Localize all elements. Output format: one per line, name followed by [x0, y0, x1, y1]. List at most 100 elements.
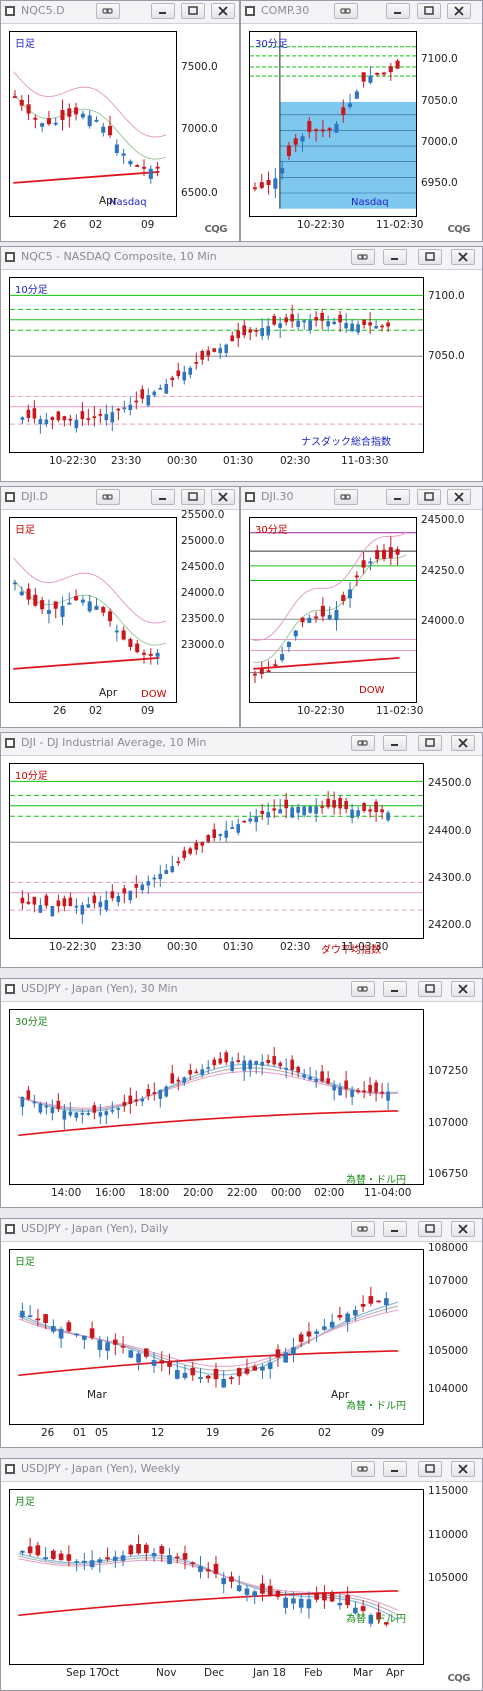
candle-body [206, 350, 211, 356]
close-button[interactable] [451, 981, 475, 997]
window-title-bar[interactable]: USDJPY - Japan (Yen), Weekly [1, 1459, 482, 1482]
time-axis-label: 23:30 [111, 455, 142, 467]
window-title-bar[interactable]: COMP.30 [241, 1, 482, 24]
minimize-button[interactable] [151, 489, 175, 505]
candle-body [105, 1557, 110, 1560]
close-icon [458, 1224, 468, 1234]
time-axis-label: 09 [141, 705, 155, 717]
link-button[interactable] [351, 249, 375, 265]
link-button[interactable] [351, 1461, 375, 1477]
window-title-bar[interactable]: USDJPY - Japan (Yen), Daily [1, 1219, 482, 1242]
candle-body [386, 322, 390, 327]
minimize-button[interactable] [383, 1221, 407, 1237]
link-button[interactable] [334, 489, 358, 505]
window-title-bar[interactable]: NQC5.D [1, 1, 239, 24]
close-button[interactable] [451, 249, 475, 265]
chart-window-comp-30[interactable]: COMP.30 30分足 Nasdaq 7100.0 7050.0 7000.0 6950.… [240, 0, 483, 242]
minimize-button[interactable] [386, 489, 410, 505]
time-axis-label: 20:00 [183, 1187, 214, 1199]
plot-area[interactable] [9, 31, 177, 217]
link-button[interactable] [351, 981, 375, 997]
candle-body [306, 1599, 312, 1609]
close-button[interactable] [211, 489, 235, 505]
link-button[interactable] [351, 1221, 375, 1237]
chart-window-dji-30[interactable]: DJI.30 30分足 DOW 24500.0 24250.0 24000.0 10-22:… [240, 486, 483, 728]
plot-area[interactable] [249, 31, 417, 217]
close-button[interactable] [447, 3, 471, 19]
candle-body [98, 901, 103, 908]
minimize-button[interactable] [386, 3, 410, 19]
minimize-button[interactable] [383, 1461, 407, 1477]
symbol-note: 為替・ドル円 [346, 1401, 406, 1412]
minimize-button[interactable] [151, 3, 175, 19]
chart-window-usdjpy-d[interactable]: USDJPY - Japan (Yen), Daily 日足 為替・ドル円 10800… [0, 1218, 483, 1448]
candle-body [80, 905, 85, 915]
time-axis-label: 26 [53, 705, 67, 717]
restore-button[interactable] [418, 1221, 442, 1237]
restore-icon [425, 252, 435, 261]
minimize-button[interactable] [383, 981, 407, 997]
close-button[interactable] [451, 1461, 475, 1477]
candle-body [362, 1090, 366, 1093]
candle-body [329, 1593, 335, 1602]
candle-body [272, 808, 276, 811]
candle-body [141, 166, 147, 169]
candle-body [159, 1360, 165, 1364]
restore-button[interactable] [418, 981, 442, 997]
candle-body [110, 891, 115, 899]
link-icon [357, 1466, 368, 1472]
link-button[interactable] [351, 735, 375, 751]
link-button[interactable] [96, 3, 120, 19]
candle-body [252, 1591, 258, 1597]
window-title-bar[interactable]: NQC5 - NASDAQ Composite, 10 Min [1, 247, 482, 270]
close-button[interactable] [447, 489, 471, 505]
time-axis-label: 05 [95, 1427, 109, 1439]
time-axis-label: 18:00 [139, 1187, 170, 1199]
chart-window-dji-10[interactable]: DJI - DJ Industrial Average, 10 Min 10分足ダ… [0, 732, 483, 968]
candle-body [375, 550, 380, 560]
candle-body [296, 320, 300, 327]
chart-window-nqc5-10[interactable]: NQC5 - NASDAQ Composite, 10 Min 10分足 ナスダック… [0, 246, 483, 482]
restore-button[interactable] [181, 489, 205, 505]
candle-body [381, 72, 387, 75]
restore-button[interactable] [418, 249, 442, 265]
plot-area[interactable] [9, 1489, 424, 1665]
timeframe-label: 月足 [15, 1497, 35, 1508]
minimize-button[interactable] [383, 249, 407, 265]
candle-body [260, 328, 264, 337]
window-title-bar[interactable]: DJI.D [1, 487, 239, 510]
plot-area[interactable] [9, 1249, 424, 1425]
plot-area[interactable] [9, 517, 177, 703]
candle-body [167, 1361, 172, 1367]
candle-body [26, 588, 31, 600]
minimize-button[interactable] [383, 735, 407, 751]
window-title-bar[interactable]: USDJPY - Japan (Yen), 30 Min [1, 979, 482, 1002]
window-icon [245, 6, 255, 16]
plot-area[interactable] [9, 277, 424, 453]
close-button[interactable] [211, 3, 235, 19]
plot-area[interactable] [249, 517, 417, 703]
link-button[interactable] [96, 489, 120, 505]
chart-window-dji-d[interactable]: DJI.D 日足 DOW 25500.0 25000.0 24500.0 24000.0 23… [0, 486, 240, 728]
plot-area[interactable] [9, 763, 424, 939]
link-button[interactable] [334, 3, 358, 19]
plot-area[interactable] [9, 1009, 424, 1185]
price-scale-label: 7100.0 [421, 53, 458, 65]
restore-button[interactable] [417, 3, 441, 19]
chart-window-nqc5-d[interactable]: NQC5.D 日足 Nasdaq 7500.0 7000.0 6500.0 26 02 09 Ap… [0, 0, 240, 242]
close-button[interactable] [451, 735, 475, 751]
chart-window-usdjpy-30[interactable]: USDJPY - Japan (Yen), 30 Min 30分足 為替・ドル円 10… [0, 978, 483, 1208]
candle-body [344, 801, 348, 809]
restore-button[interactable] [181, 3, 205, 19]
price-chart [250, 32, 416, 209]
candle-body [38, 1103, 43, 1113]
restore-button[interactable] [418, 1461, 442, 1477]
close-button[interactable] [451, 1221, 475, 1237]
candle-body [35, 1545, 41, 1556]
window-title-bar[interactable]: DJI.30 [241, 487, 482, 510]
restore-button[interactable] [417, 489, 441, 505]
window-title-bar[interactable]: DJI - DJ Industrial Average, 10 Min [1, 733, 482, 756]
candle-body [120, 1555, 126, 1561]
restore-button[interactable] [418, 735, 442, 751]
chart-window-usdjpy-w[interactable]: USDJPY - Japan (Yen), Weekly 月足 為替・ドル円 1150… [0, 1458, 483, 1691]
